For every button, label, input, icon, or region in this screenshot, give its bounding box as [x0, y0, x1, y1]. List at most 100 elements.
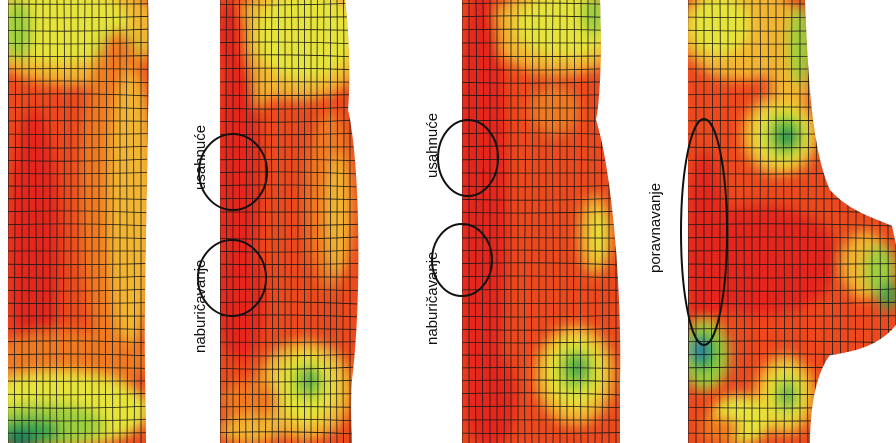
- mesh-line-horizontal: [688, 236, 896, 240]
- label-usahnuce: usahnuće: [424, 113, 441, 178]
- mesh-line-horizontal: [8, 158, 149, 162]
- mesh-line-vertical: [28, 0, 30, 443]
- mesh-line-vertical: [342, 0, 345, 443]
- mesh-line-horizontal: [462, 405, 621, 409]
- panel-3: usahnuće naburičavanje: [424, 0, 621, 443]
- mesh-line-horizontal: [220, 431, 359, 435]
- mesh-line-horizontal: [220, 184, 359, 188]
- mesh-line-vertical: [503, 0, 505, 443]
- mesh-line-horizontal: [8, 405, 149, 409]
- mesh-line-horizontal: [220, 393, 359, 395]
- label-poravnavanje: poravnavanje: [647, 183, 664, 273]
- mesh-line-vertical: [133, 0, 135, 443]
- mesh-line-horizontal: [220, 249, 359, 253]
- mesh-line-vertical: [277, 0, 280, 443]
- mesh-line-horizontal: [688, 315, 896, 317]
- mesh-line-vertical: [251, 0, 254, 443]
- mesh-line-vertical: [140, 0, 142, 443]
- mesh-line-horizontal: [8, 68, 149, 70]
- mesh-line-horizontal: [220, 106, 359, 110]
- mesh-line-horizontal: [8, 3, 149, 5]
- mesh-line-vertical: [559, 0, 561, 443]
- mesh-line-vertical: [8, 0, 9, 443]
- mesh-line-vertical: [594, 0, 596, 443]
- mesh-line-horizontal: [462, 289, 621, 291]
- mesh-line-vertical: [42, 0, 44, 443]
- mesh-line-horizontal: [8, 288, 149, 292]
- mesh-line-horizontal: [220, 93, 359, 96]
- mesh-line-horizontal: [8, 236, 149, 240]
- mesh-line-horizontal: [462, 392, 621, 396]
- mesh-line-horizontal: [462, 197, 621, 201]
- mesh-line-horizontal: [688, 250, 896, 252]
- mesh-line-vertical: [316, 0, 319, 443]
- mesh-line-horizontal: [220, 54, 359, 58]
- mesh-line-vertical: [349, 0, 351, 443]
- mesh-line-vertical: [310, 0, 312, 443]
- mesh-line-horizontal: [220, 197, 359, 201]
- mesh-line-horizontal: [8, 380, 149, 382]
- mesh-line-horizontal: [220, 341, 359, 343]
- mesh-line-vertical: [220, 0, 221, 443]
- mesh-line-horizontal: [8, 340, 149, 344]
- mesh-line-horizontal: [220, 119, 359, 123]
- mesh-line-vertical: [855, 0, 857, 443]
- mesh-line-horizontal: [8, 392, 149, 396]
- mesh-line-vertical: [475, 0, 477, 443]
- mesh-line-vertical: [545, 0, 547, 443]
- mesh-line-vertical: [688, 0, 689, 443]
- mesh-line-vertical: [225, 0, 228, 443]
- mesh-line-horizontal: [220, 223, 359, 227]
- mesh-line-horizontal: [8, 145, 149, 149]
- mesh-line-horizontal: [8, 327, 149, 331]
- mesh-line-vertical: [510, 0, 512, 443]
- mesh-line-vertical: [531, 0, 533, 443]
- label-naburicavanje: naburičavanje: [192, 260, 209, 353]
- mesh-line-horizontal: [462, 314, 621, 318]
- mesh-line-horizontal: [8, 55, 149, 57]
- mesh-line-vertical: [462, 0, 463, 443]
- mesh-line-horizontal: [8, 223, 149, 227]
- mesh-line-horizontal: [220, 41, 359, 45]
- mesh-grid: [8, 0, 149, 443]
- annotation-circle-lower: [431, 223, 493, 297]
- mesh-line-horizontal: [462, 275, 621, 279]
- mesh-line-horizontal: [462, 237, 621, 239]
- mesh-line-horizontal: [220, 301, 359, 305]
- mesh-line-horizontal: [220, 328, 359, 330]
- mesh-line-horizontal: [8, 367, 149, 370]
- mesh-line-horizontal: [462, 354, 621, 356]
- mesh-line-horizontal: [220, 406, 359, 408]
- mesh-line-horizontal: [8, 210, 149, 214]
- mesh-line-horizontal: [220, 171, 359, 175]
- mesh-line-horizontal: [8, 353, 149, 357]
- mesh-line-horizontal: [462, 223, 621, 226]
- mesh-line-horizontal: [220, 418, 359, 422]
- mesh-line-horizontal: [462, 340, 621, 344]
- mesh-line-vertical: [245, 0, 247, 443]
- mesh-line-horizontal: [8, 80, 149, 84]
- mesh-line-horizontal: [8, 262, 149, 266]
- mesh-line-horizontal: [220, 67, 359, 71]
- mesh-line-horizontal: [462, 379, 621, 383]
- mesh-line-vertical: [238, 0, 241, 443]
- mesh-line-vertical: [297, 0, 299, 443]
- mesh-line-vertical: [863, 0, 865, 443]
- annotation-circle-upper: [437, 119, 499, 197]
- mesh-line-horizontal: [688, 263, 896, 265]
- mesh-line-horizontal: [688, 328, 896, 331]
- mesh-line-horizontal: [220, 379, 359, 383]
- mesh-line-horizontal: [8, 132, 149, 135]
- mesh-line-horizontal: [462, 249, 621, 253]
- mesh-line-horizontal: [462, 302, 621, 304]
- mesh-line-vertical: [839, 0, 841, 443]
- mesh-line-vertical: [290, 0, 293, 443]
- panel-1: [8, 0, 149, 443]
- label-usahnuce: usahnuće: [192, 125, 209, 190]
- mesh-line-horizontal: [220, 288, 359, 292]
- mesh-line-horizontal: [8, 301, 149, 305]
- mesh-line-horizontal: [8, 106, 149, 110]
- mesh-line-vertical: [482, 0, 484, 443]
- mesh-line-horizontal: [688, 301, 896, 305]
- mesh-line-vertical: [524, 0, 526, 443]
